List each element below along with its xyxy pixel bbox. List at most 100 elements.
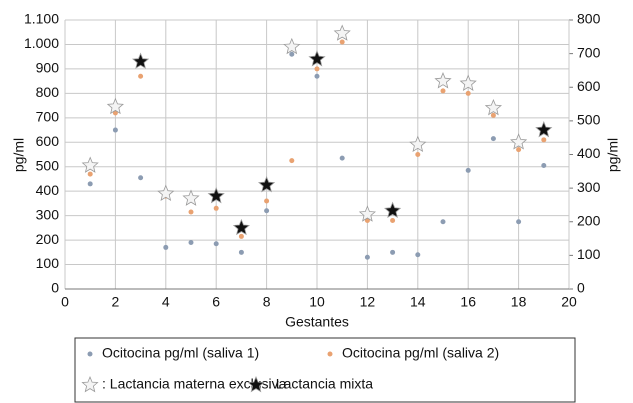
star-marker <box>182 189 200 206</box>
x-tick-label: 0 <box>61 294 69 310</box>
point <box>541 163 547 169</box>
point <box>390 218 396 224</box>
star-marker <box>409 135 427 153</box>
point <box>415 252 421 258</box>
x-tick-label: 20 <box>561 294 577 310</box>
legend-label: : Lactancia materna exclusiva <box>102 376 287 392</box>
point <box>364 254 370 260</box>
x-tick-label: 10 <box>309 294 325 310</box>
point <box>112 110 118 116</box>
y2-tick-label: 0 <box>577 280 585 296</box>
legend-label: Ocitocina pg/ml (saliva 1) <box>102 345 259 361</box>
star-marker <box>157 184 175 201</box>
y-tick-label: 1.000 <box>24 35 59 51</box>
y-tick-label: 500 <box>36 157 60 173</box>
point <box>138 175 144 181</box>
point <box>339 39 345 45</box>
legend-marker <box>327 351 333 357</box>
point <box>238 249 244 255</box>
star-marker <box>232 218 250 236</box>
y2-tick-label: 300 <box>577 179 601 195</box>
x-tick-label: 16 <box>460 294 476 310</box>
y-tick-label: 600 <box>36 133 60 149</box>
star-marker <box>535 120 553 138</box>
star-marker <box>258 176 276 193</box>
y-tick-label: 1.100 <box>24 11 59 27</box>
point <box>490 136 496 142</box>
y2-tick-label: 600 <box>577 78 601 94</box>
x-tick-label: 6 <box>212 294 220 310</box>
point <box>390 249 396 255</box>
point <box>314 73 320 79</box>
legend-marker <box>87 351 93 357</box>
point <box>364 218 370 224</box>
point <box>314 66 320 72</box>
star-marker <box>384 201 402 219</box>
y2-tick-label: 500 <box>577 112 601 128</box>
star-marker <box>434 72 452 89</box>
y2-tick-label: 400 <box>577 145 601 161</box>
star-marker <box>106 97 124 115</box>
point <box>289 51 295 57</box>
star-marker <box>283 37 301 55</box>
y-axis-label: pg/ml <box>11 138 27 172</box>
star-marker <box>81 156 99 173</box>
y-tick-label: 100 <box>36 255 60 271</box>
x-axis-label: Gestantes <box>285 314 349 330</box>
y2-tick-label: 800 <box>577 11 601 27</box>
point <box>440 88 446 94</box>
point <box>516 147 522 153</box>
star-marker <box>484 98 502 116</box>
y2-axis-label: pg/ml <box>605 138 621 172</box>
x-tick-label: 18 <box>511 294 527 310</box>
y2-tick-label: 700 <box>577 44 601 60</box>
point <box>264 208 270 214</box>
star-marker <box>333 24 351 41</box>
y2-tick-label: 200 <box>577 212 601 228</box>
x-tick-label: 4 <box>162 294 170 310</box>
point <box>138 73 144 79</box>
y-tick-label: 900 <box>36 60 60 76</box>
legend-marker <box>81 375 99 393</box>
y-tick-label: 200 <box>36 231 60 247</box>
point <box>415 152 421 157</box>
star-marker <box>207 187 225 204</box>
legend-label: : Lactancia mixta <box>268 376 373 392</box>
legend-marker <box>247 375 265 393</box>
x-tick-label: 2 <box>112 294 120 310</box>
y-tick-label: 0 <box>51 280 59 296</box>
point <box>87 171 93 177</box>
star-marker <box>308 50 326 67</box>
x-tick-label: 12 <box>360 294 376 310</box>
point <box>541 137 547 143</box>
point <box>213 205 219 211</box>
star-marker <box>510 133 528 150</box>
point <box>289 158 295 164</box>
point <box>188 209 194 215</box>
y2-tick-label: 100 <box>577 246 601 262</box>
point <box>516 219 522 225</box>
point <box>213 241 219 247</box>
point <box>163 244 169 250</box>
legend-label: Ocitocina pg/ml (saliva 2) <box>342 345 499 361</box>
star-marker <box>459 74 477 91</box>
point <box>87 181 93 187</box>
point <box>112 127 118 133</box>
point <box>465 90 471 96</box>
point <box>339 155 345 161</box>
point <box>440 219 446 225</box>
y-tick-label: 700 <box>36 109 60 125</box>
star-marker <box>358 205 376 222</box>
y-tick-label: 400 <box>36 182 60 198</box>
x-tick-label: 14 <box>410 294 426 310</box>
point <box>490 112 496 118</box>
point <box>238 233 244 239</box>
y-tick-label: 300 <box>36 206 60 222</box>
point <box>264 198 270 204</box>
legend-box <box>74 337 576 403</box>
point <box>188 240 194 246</box>
point <box>465 167 471 173</box>
x-tick-label: 8 <box>263 294 271 310</box>
